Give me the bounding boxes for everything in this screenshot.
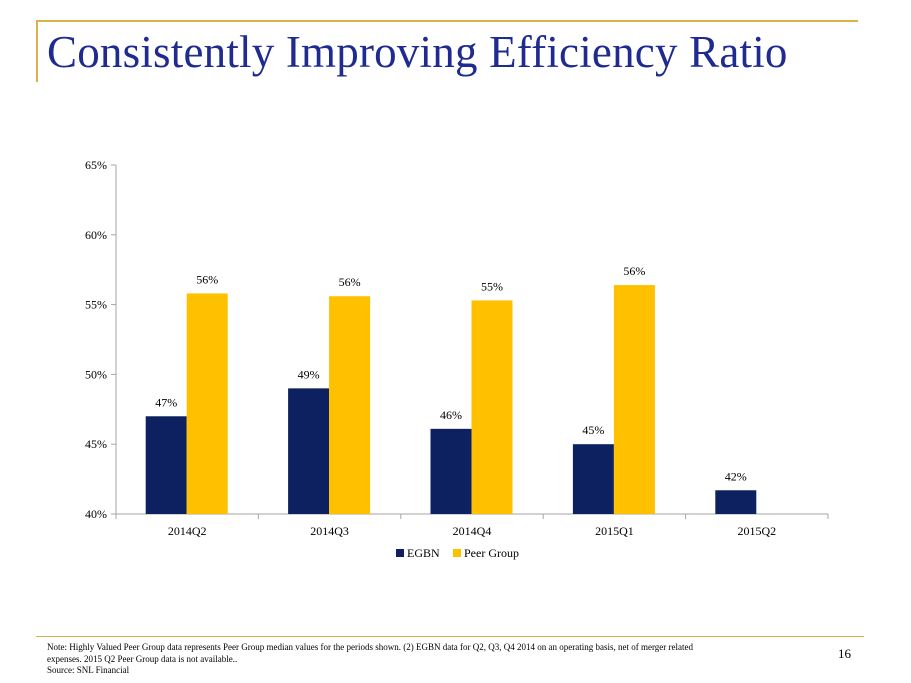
bar-egbn <box>430 428 472 514</box>
footnote-line: Note: Highly Valued Peer Group data repr… <box>47 642 693 652</box>
legend-swatch-egbn <box>396 549 404 557</box>
y-tick-label: 65% <box>85 158 107 172</box>
x-tick-label: 2015Q2 <box>737 524 776 538</box>
x-tick-label: 2015Q1 <box>595 524 634 538</box>
footnote: Note: Highly Valued Peer Group data repr… <box>47 642 807 677</box>
data-label: 45% <box>582 423 604 437</box>
bar-peer-group <box>471 300 513 514</box>
data-label: 55% <box>481 279 503 293</box>
bar-egbn <box>288 388 330 514</box>
bar-peer-group <box>613 285 655 514</box>
x-tick-label: 2014Q2 <box>168 524 207 538</box>
y-tick-label: 60% <box>85 228 107 242</box>
data-label: 56% <box>339 275 361 289</box>
legend-swatch-peer-group <box>453 549 461 557</box>
y-tick-label: 45% <box>85 437 107 451</box>
y-tick-label: 55% <box>85 298 107 312</box>
bar-egbn <box>145 416 187 514</box>
bar-egbn <box>572 444 614 514</box>
legend-label: EGBN <box>407 546 440 560</box>
data-label: 56% <box>623 264 645 278</box>
title-frame-top-rule <box>36 20 858 22</box>
footnote-source: Source: SNL Financial <box>47 665 130 675</box>
data-label: 42% <box>725 469 747 483</box>
page-number: 16 <box>838 646 851 661</box>
data-label: 47% <box>155 395 177 409</box>
data-label: 46% <box>440 408 462 422</box>
y-tick-label: 40% <box>85 507 107 521</box>
x-tick-label: 2014Q3 <box>310 524 349 538</box>
legend-label: Peer Group <box>464 546 519 560</box>
bar-egbn <box>715 490 757 514</box>
efficiency-ratio-bar-chart: 40% 45% 50% 55% 60% 65% 2014Q2 2014Q3 2014Q4 2015… <box>85 158 829 560</box>
y-tick-label: 50% <box>85 367 107 381</box>
bar-peer-group <box>186 293 228 514</box>
footer-rule <box>36 636 864 637</box>
data-label: 56% <box>196 272 218 286</box>
footnote-line: expenses. 2015 Q2 Peer Group data is not… <box>47 653 238 664</box>
slide-title: Consistently Improving Efficiency Ratio <box>47 27 788 77</box>
x-tick-label: 2014Q4 <box>453 524 492 538</box>
bar-peer-group <box>329 296 371 514</box>
title-frame-left-rule <box>36 20 38 82</box>
data-label: 49% <box>298 367 320 381</box>
